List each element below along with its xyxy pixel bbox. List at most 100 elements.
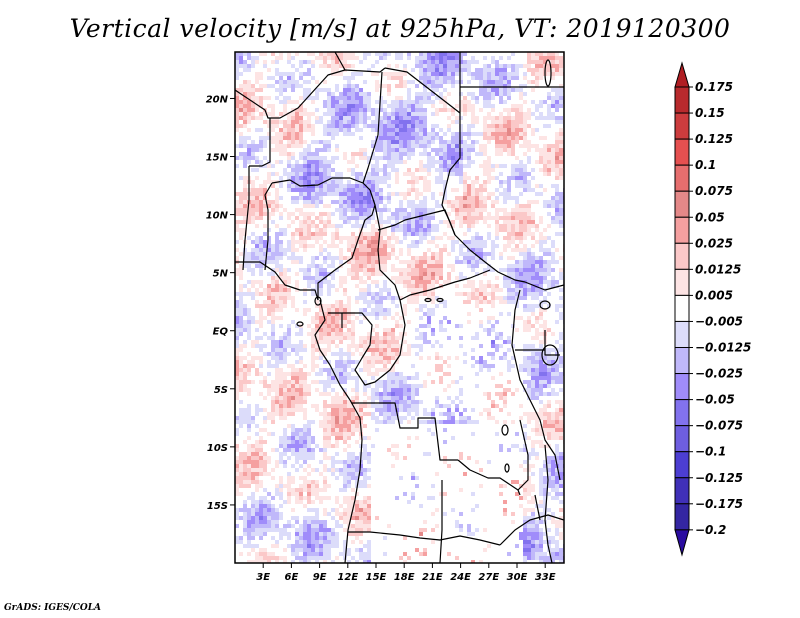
border-line <box>377 209 456 236</box>
lon-tick-label: 21E <box>422 572 443 583</box>
border-line <box>439 480 443 563</box>
colorbar-max-arrow <box>674 61 690 88</box>
border-line <box>249 118 271 167</box>
colorbar-bin <box>674 138 690 166</box>
lon-tick-label: 15E <box>366 572 387 583</box>
border-line <box>499 514 564 546</box>
colorbar-min-arrow <box>674 529 690 557</box>
border-line <box>399 269 491 301</box>
colorbar-bin <box>674 294 690 322</box>
border-line <box>271 177 371 191</box>
border-line <box>317 189 376 300</box>
border-line <box>344 399 363 563</box>
velocity-field <box>235 52 564 563</box>
lat-tick-label: 20N <box>206 94 229 105</box>
lon-tick-label: 3E <box>256 572 270 583</box>
colorbar-label: −0.0125 <box>695 341 751 355</box>
colorbar-bin <box>674 347 690 375</box>
colorbar-bin <box>674 451 690 479</box>
border-line <box>342 299 406 386</box>
lake-outline <box>501 424 509 436</box>
colorbar-label: 0.05 <box>695 210 725 224</box>
colorbar-label: 0.125 <box>695 132 733 146</box>
border-line <box>242 166 250 271</box>
colorbar-bin <box>674 320 690 349</box>
colorbar-bin <box>674 477 690 505</box>
lon-tick-label: 18E <box>394 572 415 583</box>
map-frame <box>234 51 565 564</box>
border-line <box>264 182 273 271</box>
longitude-axis: 3E 6E 9E 12E 15E 18E 21E 24E 27E 30E 33E <box>256 563 556 583</box>
border-line <box>544 444 553 563</box>
lake-outline <box>436 297 444 303</box>
colorbar-bin <box>674 190 690 218</box>
colorbar-bin <box>674 268 690 296</box>
lake-outline <box>541 344 559 366</box>
colorbar-label: −0.005 <box>695 314 743 328</box>
lat-tick-label: 10S <box>207 443 228 454</box>
border-line <box>235 67 386 119</box>
lon-tick-label: 33E <box>535 572 556 583</box>
lon-tick-label: 6E <box>285 572 299 583</box>
colorbar-bin <box>674 399 690 427</box>
lon-tick-label: 12E <box>337 572 358 583</box>
border-line <box>511 289 561 481</box>
border-line <box>235 261 319 301</box>
colorbar-label: 0.1 <box>695 158 716 172</box>
lat-tick-label: EQ <box>213 327 229 338</box>
lake-outline <box>314 296 322 306</box>
colorbar-label: 0.175 <box>695 80 733 94</box>
lat-tick-label: 5S <box>214 385 228 396</box>
colorbar-bin <box>674 164 690 192</box>
lat-tick-label: 15N <box>206 153 229 164</box>
colorbar-bin <box>674 242 690 270</box>
colorbar-label: −0.125 <box>695 471 743 485</box>
border-line <box>517 419 529 491</box>
colorbar-label: −0.1 <box>695 445 726 459</box>
lon-tick-label: 27E <box>478 572 499 583</box>
lake-outline <box>544 59 552 87</box>
colorbar-label: −0.175 <box>695 497 743 511</box>
country-borders <box>235 52 564 563</box>
colorbar-bin <box>674 373 690 401</box>
border-line <box>362 71 383 184</box>
colorbar-bin <box>674 86 690 114</box>
border-line <box>544 330 560 356</box>
lon-tick-label: 24E <box>450 572 471 583</box>
colorbar-label: 0.0125 <box>695 262 741 276</box>
lat-tick-label: 10N <box>206 211 229 222</box>
lake-outline <box>539 300 551 310</box>
lake-outline <box>504 463 510 473</box>
colorbar-bin <box>674 112 690 140</box>
colorbar-label: 0.025 <box>695 236 733 250</box>
colorbar-label: −0.05 <box>695 393 735 407</box>
colorbar-label: −0.075 <box>695 419 743 433</box>
colorbar-label: 0.15 <box>695 106 725 120</box>
lon-tick-label: 30E <box>507 572 528 583</box>
border-line <box>457 459 521 496</box>
grads-credit: GrADS: IGES/COLA <box>4 603 102 613</box>
colorbar-label: 0.075 <box>695 184 733 198</box>
colorbar-bin <box>674 216 690 244</box>
border-line <box>314 299 351 401</box>
border-line <box>352 402 458 461</box>
colorbar: 0.175 0.15 0.125 0.1 0.075 0.05 0.025 0.0125 0.0… <box>674 61 751 557</box>
colorbar-bin <box>674 503 690 531</box>
border-line <box>454 234 564 291</box>
lon-tick-label: 9E <box>313 572 327 583</box>
border-line <box>348 531 501 546</box>
colorbar-label: −0.025 <box>695 367 743 381</box>
lat-tick-label: 5N <box>213 269 229 280</box>
lake-outline <box>296 321 304 327</box>
lake-outline <box>424 297 432 303</box>
border-line <box>384 52 461 114</box>
latitude-axis: 20N 15N 10N 5N EQ 5S 10S 15S <box>206 94 235 512</box>
colorbar-label: −0.2 <box>695 523 726 537</box>
colorbar-bin <box>674 425 690 453</box>
colorbar-label: 0.005 <box>695 288 733 302</box>
border-line <box>374 204 401 301</box>
border-line <box>334 52 346 71</box>
border-line <box>534 494 541 521</box>
chart-title: Vertical velocity [m/s] at 925hPa, VT: 2… <box>69 14 731 43</box>
